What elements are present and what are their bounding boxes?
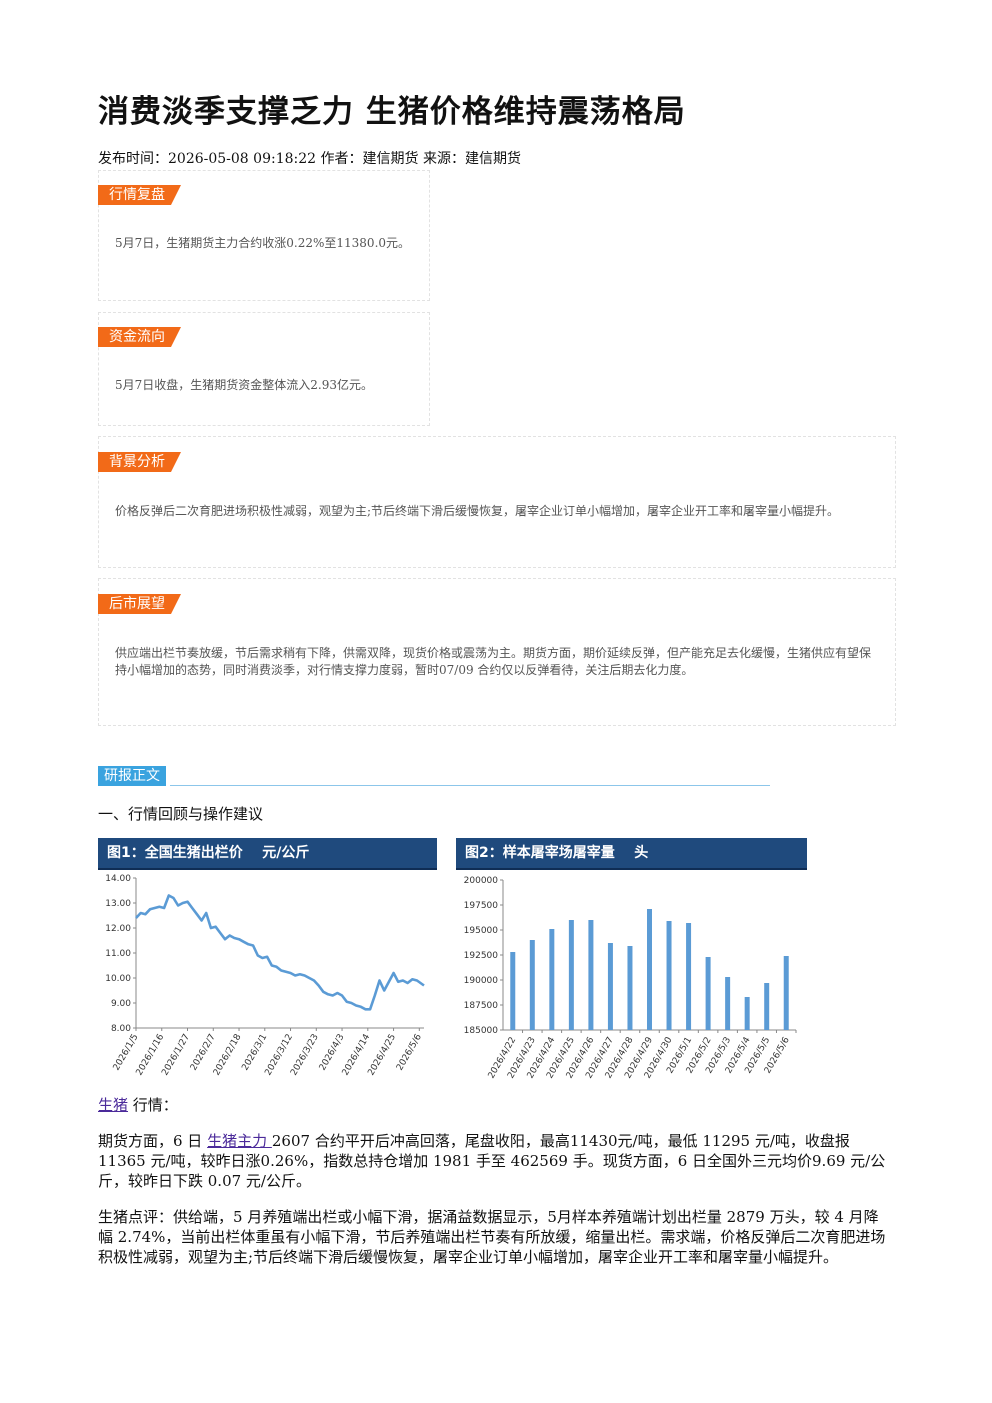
chart2-bar bbox=[588, 920, 594, 1030]
chart2-bar bbox=[666, 921, 672, 1030]
market-review-tag: 行情复盘 bbox=[98, 185, 181, 205]
chart2-bar bbox=[744, 997, 750, 1030]
chart2-bar bbox=[705, 957, 711, 1030]
background-box: 背景分析 价格反弹后二次育肥进场积极性减弱，观望为主;节后终端下滑后缓慢恢复，屠… bbox=[98, 436, 896, 568]
pig-market-label: 生猪 行情： bbox=[98, 1095, 890, 1115]
fund-flow-text: 5月7日收盘，生猪期货资金整体流入2.93亿元。 bbox=[115, 378, 373, 392]
chart1-price-series-line bbox=[135, 894, 425, 1011]
chart2-bar bbox=[568, 920, 574, 1030]
outlook-text: 供应端出栏节奏放缓，节后需求稍有下降，供需双降，现货价格或震荡为主。期货方面，期… bbox=[115, 646, 872, 677]
market-review-box: 行情复盘 5月7日，生猪期货主力合约收涨0.22%至11380.0元。 bbox=[98, 170, 430, 301]
chart2-bar bbox=[764, 983, 770, 1030]
market-review-text: 5月7日，生猪期货主力合约收涨0.22%至11380.0元。 bbox=[115, 236, 411, 250]
outlook-box: 后市展望 供应端出栏节奏放缓，节后需求稍有下降，供需双降，现货价格或震荡为主。期… bbox=[98, 578, 896, 726]
chart2-bar bbox=[725, 977, 731, 1030]
article-title: 消费淡季支撑乏力 生猪价格维持震荡格局 bbox=[98, 94, 686, 130]
chart2-y-tick-label: 185000 bbox=[464, 1026, 499, 1036]
pig-link[interactable]: 生猪 bbox=[98, 1096, 129, 1114]
pig-main-contract-link[interactable]: 生猪主力 bbox=[207, 1132, 272, 1150]
chart1-x-tick-label: 2026/5/6 bbox=[395, 1032, 424, 1072]
chart2-bar bbox=[783, 956, 789, 1030]
report-body-tag: 研报正文 bbox=[98, 766, 166, 786]
chart2-y-tick-label: 190000 bbox=[464, 976, 499, 986]
background-text: 价格反弹后二次育肥进场积极性减弱，观望为主;节后终端下滑后缓慢恢复，屠宰企业订单… bbox=[115, 504, 840, 518]
chart1-y-tick-label: 8.00 bbox=[111, 1024, 131, 1034]
chart1-y-tick-label: 9.00 bbox=[111, 999, 131, 1009]
chart2-bar bbox=[647, 909, 652, 1030]
chart2-bar bbox=[549, 929, 555, 1030]
chart2-bar bbox=[607, 943, 613, 1030]
chart2-header: 图2：样本屠宰场屠宰量 头 bbox=[456, 838, 807, 870]
outlook-tag: 后市展望 bbox=[98, 594, 181, 614]
chart2-header-bar: 图2：样本屠宰场屠宰量 头 bbox=[456, 838, 807, 870]
chart1-y-tick-label: 12.00 bbox=[105, 924, 131, 934]
report-divider bbox=[170, 785, 770, 786]
chart2-slaughter-bar: 200000 197500 195000 192500 190000 187500 1850… bbox=[464, 876, 797, 1080]
fund-flow-tag: 资金流向 bbox=[98, 327, 181, 347]
chart1-header-bar: 图1：全国生猪出栏价 元/公斤 bbox=[98, 838, 437, 870]
chart2-bar bbox=[529, 940, 535, 1030]
chart2-y-tick-label: 192500 bbox=[464, 951, 499, 961]
chart1-y-tick-label: 14.00 bbox=[105, 874, 131, 884]
chart2-y-tick-label: 200000 bbox=[464, 876, 499, 886]
chart2-y-tick-label: 187500 bbox=[464, 1001, 499, 1011]
chart1-x-tick-label: 2026/3/1 bbox=[241, 1033, 270, 1073]
section-heading: 一、行情回顾与操作建议 bbox=[98, 805, 264, 823]
chart1-header: 图1：全国生猪出栏价 元/公斤 bbox=[98, 838, 437, 870]
chart1-y-tick-label: 11.00 bbox=[105, 949, 131, 959]
chart1-x-tick-label: 2026/2/7 bbox=[189, 1033, 218, 1073]
chart1-y-tick-label: 13.00 bbox=[105, 899, 131, 909]
chart2-bar bbox=[627, 946, 633, 1030]
pig-label-rest: 行情： bbox=[128, 1096, 178, 1114]
chart2-y-tick-label: 195000 bbox=[464, 926, 499, 936]
chart2-y-tick-label: 197500 bbox=[464, 901, 499, 911]
chart1-x-tick-label: 2026/1/5 bbox=[112, 1033, 141, 1073]
chart2-bar bbox=[510, 952, 516, 1030]
fund-flow-box: 资金流向 5月7日收盘，生猪期货资金整体流入2.93亿元。 bbox=[98, 312, 430, 426]
chart1-x-tick-label: 2026/4/3 bbox=[318, 1033, 347, 1073]
comment-paragraph: 生猪点评：供给端，5 月养殖端出栏或小幅下滑，据涌益数据显示，5月样本养殖端计划… bbox=[98, 1208, 886, 1266]
futures-post: 2607 合约平开后冲高回落，尾盘收阳，最高11430元/吨，最低 11295 … bbox=[98, 1132, 886, 1190]
futures-pre: 期货方面，6 日 bbox=[98, 1132, 208, 1150]
background-tag: 背景分析 bbox=[98, 452, 181, 472]
futures-paragraph: 期货方面，6 日 生猪主力 2607 合约平开后冲高回落，尾盘收阳，最高1143… bbox=[98, 1131, 890, 1191]
chart2-bar bbox=[686, 923, 692, 1030]
chart1-pig-price-line: 14.00 13.00 12.00 11.00 10.00 9.00 8.002026/1/… bbox=[105, 874, 425, 1077]
article-meta: 发布时间：2026-05-08 09:18:22 作者：建信期货 来源：建信期货 bbox=[98, 151, 521, 167]
chart1-y-tick-label: 10.00 bbox=[105, 974, 131, 984]
